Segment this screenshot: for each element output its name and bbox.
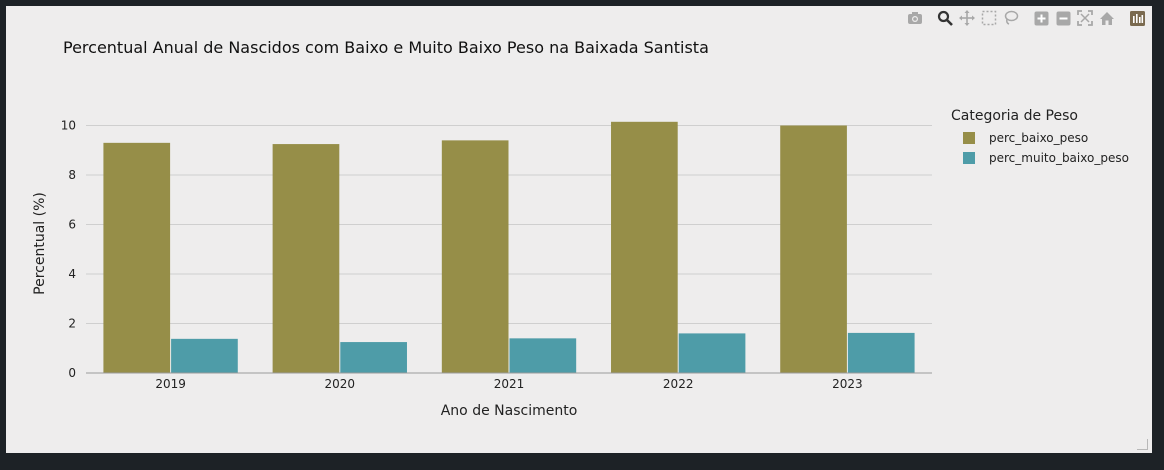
camera-icon[interactable]	[904, 10, 926, 26]
legend-label: perc_muito_baixo_peso	[989, 151, 1129, 165]
zoom-icon[interactable]	[934, 10, 956, 26]
x-axis-title: Ano de Nascimento	[441, 403, 578, 419]
y-tick-label: 8	[68, 168, 76, 182]
bars	[103, 121, 915, 373]
bar-perc-muito-baixo-peso-2021[interactable]	[509, 338, 577, 373]
pan-icon[interactable]	[956, 10, 978, 26]
legend-title: Categoria de Peso	[951, 108, 1078, 124]
x-tick-label: 2019	[155, 377, 186, 391]
bar-perc-muito-baixo-peso-2023[interactable]	[847, 332, 915, 373]
plotly-logo-icon[interactable]	[1126, 10, 1148, 26]
bar-perc-baixo-peso-2022[interactable]	[611, 121, 678, 373]
x-tick-label: 2022	[663, 377, 694, 391]
lasso-select-icon[interactable]	[1000, 10, 1022, 26]
chart-container: Percentual Anual de Nascidos com Baixo e…	[6, 6, 1152, 453]
y-axis-title: Percentual (%)	[32, 192, 48, 295]
bar-perc-muito-baixo-peso-2019[interactable]	[171, 338, 238, 373]
chart-title: Percentual Anual de Nascidos com Baixo e…	[63, 38, 709, 57]
legend-swatch	[963, 152, 975, 164]
y-tick-label: 10	[61, 119, 76, 133]
x-tick-label: 2023	[832, 377, 863, 391]
resize-handle[interactable]	[1137, 439, 1148, 450]
y-tick-label: 4	[68, 267, 76, 281]
bar-perc-baixo-peso-2020[interactable]	[272, 144, 340, 373]
legend-swatch	[963, 132, 975, 144]
bar-chart: 0 2 4 6 8 10 2019 2020 2021 2022 2023 Ano de Nasci…	[32, 119, 932, 419]
legend: Categoria de Peso perc_baixo_peso perc_m…	[951, 108, 1129, 168]
axes: 0 2 4 6 8 10 2019 2020 2021 2022 2023	[61, 119, 932, 391]
y-tick-label: 6	[68, 218, 76, 232]
x-tick-label: 2020	[325, 377, 356, 391]
bar-perc-baixo-peso-2021[interactable]	[441, 140, 509, 373]
legend-item-baixo-peso[interactable]: perc_baixo_peso	[951, 128, 1129, 148]
legend-item-muito-baixo-peso[interactable]: perc_muito_baixo_peso	[951, 148, 1129, 168]
zoom-out-icon[interactable]	[1052, 10, 1074, 26]
bar-perc-muito-baixo-peso-2020[interactable]	[340, 342, 407, 373]
modebar	[904, 10, 1148, 26]
bar-perc-baixo-peso-2019[interactable]	[103, 142, 171, 373]
x-tick-label: 2021	[494, 377, 525, 391]
zoom-in-icon[interactable]	[1030, 10, 1052, 26]
autoscale-icon[interactable]	[1074, 10, 1096, 26]
reset-axes-icon[interactable]	[1096, 10, 1118, 26]
bar-perc-baixo-peso-2023[interactable]	[780, 125, 847, 373]
y-tick-label: 2	[68, 317, 76, 331]
box-select-icon[interactable]	[978, 10, 1000, 26]
bar-perc-muito-baixo-peso-2022[interactable]	[678, 333, 746, 373]
y-tick-label: 0	[68, 366, 76, 380]
legend-label: perc_baixo_peso	[989, 131, 1089, 145]
